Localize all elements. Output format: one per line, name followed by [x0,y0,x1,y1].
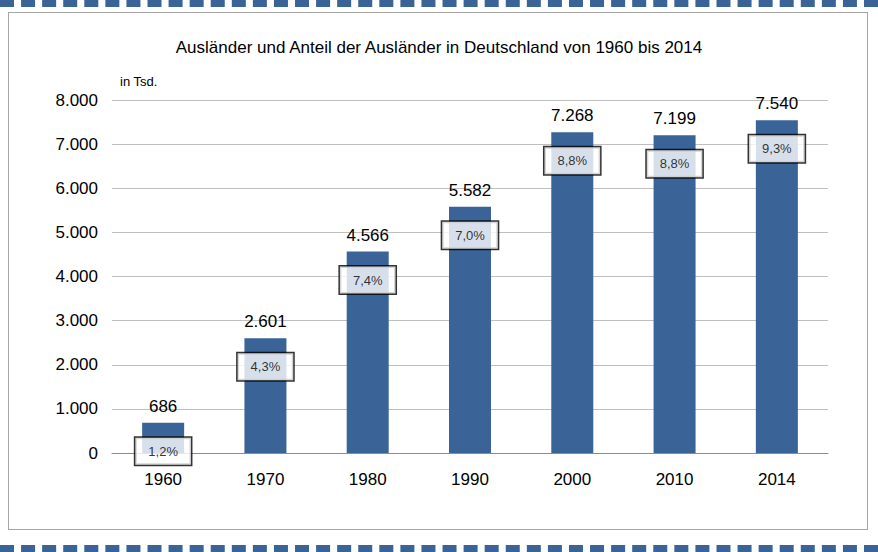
svg-text:Ausländer und Anteil der Auslä: Ausländer und Anteil der Ausländer in De… [176,38,702,57]
svg-text:1980: 1980 [349,470,387,489]
svg-text:2010: 2010 [656,470,694,489]
svg-text:5.000: 5.000 [55,223,98,242]
svg-text:2014: 2014 [758,470,796,489]
svg-text:7,0%: 7,0% [455,228,485,243]
svg-text:1990: 1990 [451,470,489,489]
svg-text:in Tsd.: in Tsd. [120,74,157,89]
svg-text:8,8%: 8,8% [660,156,690,171]
svg-text:1,2%: 1,2% [148,444,178,459]
svg-text:7.540: 7.540 [756,94,799,113]
svg-text:2.000: 2.000 [55,355,98,374]
svg-text:9,3%: 9,3% [762,141,792,156]
svg-text:7.268: 7.268 [551,106,594,125]
svg-text:8,8%: 8,8% [557,153,587,168]
svg-text:2000: 2000 [553,470,591,489]
svg-text:3.000: 3.000 [55,311,98,330]
svg-text:0: 0 [89,444,98,463]
svg-text:4,3%: 4,3% [251,359,281,374]
svg-text:7.000: 7.000 [55,135,98,154]
svg-text:1960: 1960 [144,470,182,489]
svg-text:6.000: 6.000 [55,179,98,198]
svg-text:1.000: 1.000 [55,399,98,418]
svg-text:686: 686 [149,397,177,416]
svg-text:4.000: 4.000 [55,267,98,286]
svg-text:1970: 1970 [247,470,285,489]
svg-text:7.199: 7.199 [653,109,696,128]
svg-text:2.601: 2.601 [244,312,287,331]
svg-text:8.000: 8.000 [55,91,98,110]
svg-text:5.582: 5.582 [449,181,492,200]
svg-text:7,4%: 7,4% [353,273,383,288]
svg-text:4.566: 4.566 [346,226,389,245]
